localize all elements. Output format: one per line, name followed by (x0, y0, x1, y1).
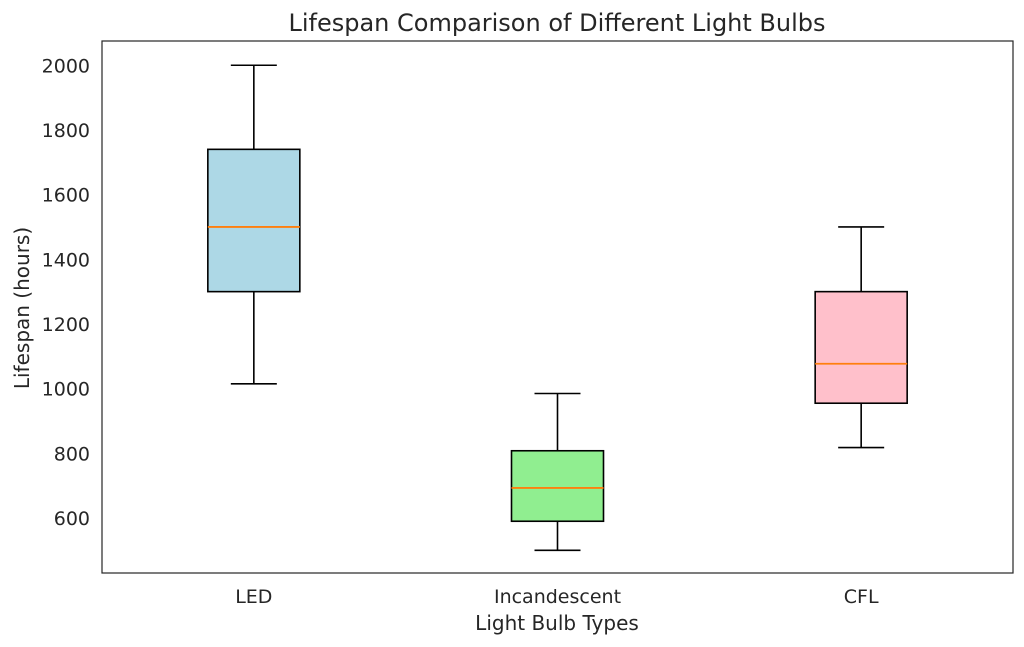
box-body (814, 290, 908, 405)
y-tick-label: 600 (54, 508, 90, 530)
y-tick-label: 1600 (42, 185, 90, 207)
y-axis: 600 800 1000 1200 1400 1600 1800 2000 (42, 55, 90, 530)
box-incandescent (510, 392, 605, 552)
x-axis: LED Incandescent CFL (235, 586, 879, 608)
y-tick-label: 1800 (42, 120, 90, 142)
y-tick-label: 2000 (42, 55, 90, 77)
box-cfl (814, 226, 908, 449)
boxes-group (207, 64, 908, 552)
x-tick-label: CFL (844, 586, 879, 608)
y-tick-label: 1000 (42, 379, 90, 401)
chart-title: Lifespan Comparison of Different Light B… (288, 9, 825, 37)
box-body (207, 148, 301, 293)
x-axis-label: Light Bulb Types (475, 611, 639, 635)
y-tick-label: 800 (54, 443, 90, 465)
x-tick-label: Incandescent (494, 586, 621, 608)
box-body (510, 449, 605, 523)
box-led (207, 64, 301, 385)
y-axis-label: Lifespan (hours) (10, 227, 34, 389)
y-tick-label: 1200 (42, 314, 90, 336)
y-tick-label: 1400 (42, 249, 90, 271)
x-tick-label: LED (235, 586, 272, 608)
